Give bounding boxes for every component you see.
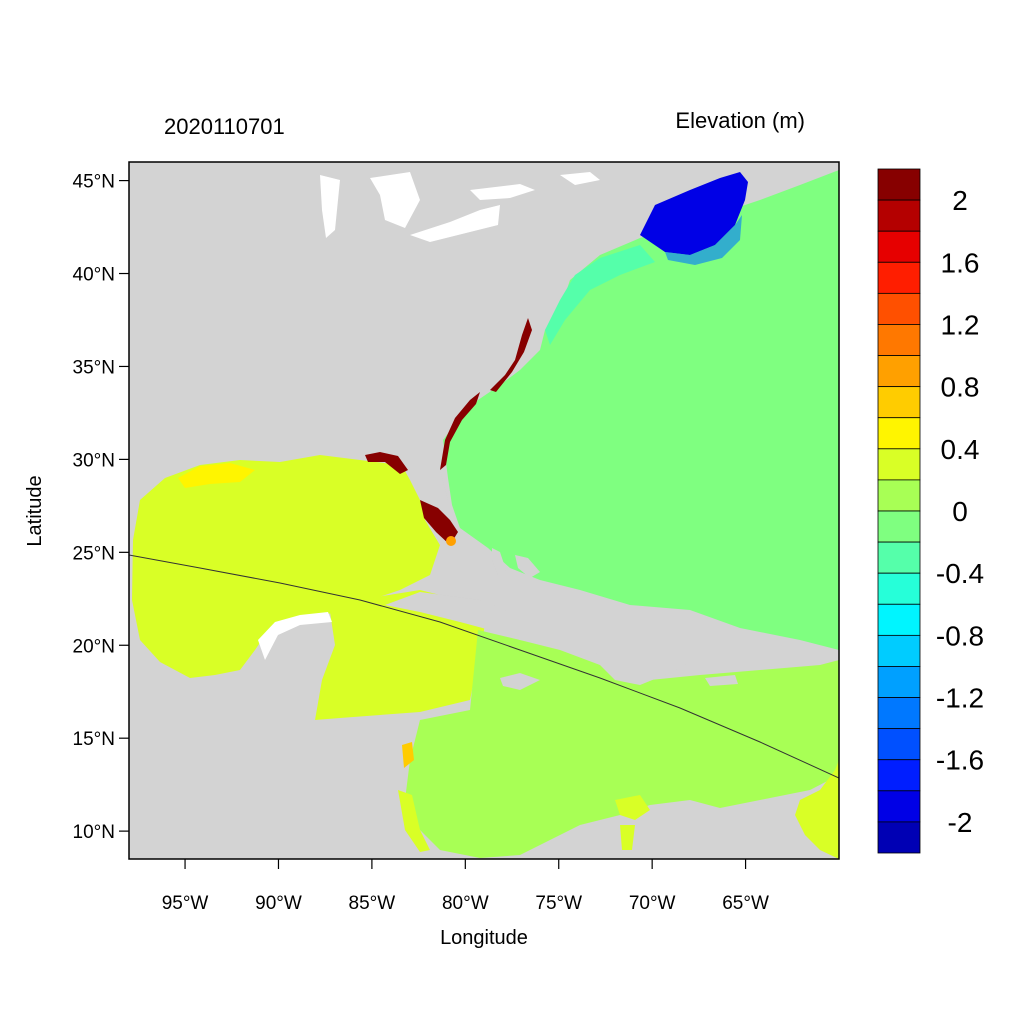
atlantic-ocean [443,162,839,650]
storm-surge-bigbend [365,452,408,474]
colorbar-label: 1.6 [941,247,980,278]
gulf-of-mexico [132,455,440,678]
colorbar-swatch [877,728,921,761]
great-lakes [320,172,600,242]
latitude-tick-label: 10°N [73,822,115,843]
colorbar-swatch [877,697,921,730]
colorbar-swatch [877,572,921,605]
date-label: 2020110701 [164,114,285,139]
latitude-axis: 45°N 40°N 35°N 30°N 25°N 20°N 15°N 10°N [73,172,129,843]
gulf-of-maine-depression [640,172,748,255]
colorbar-swatch [877,324,921,356]
jamaica-island [500,673,540,690]
colorbar-label: 2 [952,185,968,216]
colorbar-swatch [877,230,921,263]
texas-coastal-surge [178,463,255,488]
storm-surge-southeast-coast [440,392,480,470]
colorbar: 2 1.6 1.2 0.8 0.4 0 -0.4 -0.8 -1.2 -1.6 -2 [877,168,984,854]
longitude-tick-label: 65°W [722,893,769,914]
hispaniola-island [590,648,690,685]
y-axis-title: Latitude [24,475,46,546]
colorbar-swatch [877,603,921,636]
storm-surge-carolinas [490,318,532,392]
central-america-coast [398,790,430,852]
puerto-rico-island [705,675,738,686]
colorbar-swatch [877,199,921,232]
venezuela-coast-surge [615,795,650,850]
latitude-tick-label: 40°N [73,265,115,286]
colorbar-label: 1.2 [941,309,980,340]
colorbar-swatch [877,168,921,201]
longitude-tick-label: 80°W [442,893,489,914]
colorbar-label: -0.8 [936,620,984,651]
longitude-tick-label: 85°W [349,893,396,914]
colorbar-swatch [877,448,921,481]
longitude-tick-label: 75°W [535,893,582,914]
colorbar-swatch [877,355,921,388]
colorbar-label: -1.2 [936,683,984,714]
longitude-tick-label: 95°W [162,893,209,914]
longitude-axis: 95°W 90°W 85°W 80°W 75°W 70°W 65°W [162,859,769,914]
longitude-tick-label: 70°W [629,893,676,914]
plot-frame [128,161,840,860]
colorbar-label: 0 [952,496,968,527]
coastal-shelf-band [545,245,655,345]
colorbar-label: -0.4 [936,558,984,589]
longitude-tick-label: 90°W [255,893,302,914]
honduras-surge-spot [402,742,414,768]
storm-track-line [129,554,839,779]
colorbar-swatch [877,479,921,512]
latitude-tick-label: 35°N [73,357,115,378]
colorbar-swatch [877,821,921,854]
colorbar-label: 0.4 [941,434,980,465]
colorbar-label: 0.8 [941,372,980,403]
colorbar-swatch [877,292,921,325]
storm-surge-florida [420,500,458,545]
x-axis-title: Longitude [440,927,528,949]
yucatan-coast-strip [258,612,332,660]
colorbar-swatch [877,666,921,698]
colorbar-swatch [877,759,921,792]
lesser-antilles-surge [795,760,839,859]
cuba-island [385,592,585,645]
colorbar-label: -2 [948,807,973,838]
variable-label: Elevation (m) [675,108,805,133]
gulf-of-maine-gradient [665,215,742,265]
keys-surge-spot [446,536,456,546]
colorbar-swatch [877,541,921,574]
latitude-tick-label: 30°N [73,450,115,471]
latitude-tick-label: 20°N [73,636,115,657]
colorbar-swatch [877,790,921,823]
colorbar-label: -1.6 [936,745,984,776]
colorbar-swatch [877,634,921,667]
colorbar-swatch [877,417,921,450]
colorbar-swatch [877,386,921,419]
map-plot-area [129,162,839,859]
colorbar-swatch [877,510,921,543]
latitude-tick-label: 15°N [73,729,115,750]
bahamas-shoals [492,548,570,603]
latitude-tick-label: 25°N [73,543,115,564]
latitude-tick-label: 45°N [73,172,115,193]
colorbar-swatch [877,261,921,294]
